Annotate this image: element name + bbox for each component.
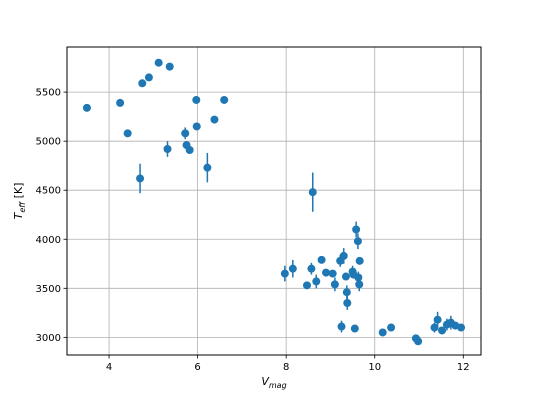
data-point [116,98,125,107]
data-point [330,280,339,289]
data-point [355,256,364,265]
y-tick-label: 5000 [36,137,61,148]
y-tick-label: 5500 [36,88,61,99]
data-point [138,79,147,88]
y-tick-label: 3000 [36,333,61,344]
data-point [339,251,348,260]
data-point [337,322,346,331]
data-point [136,174,145,183]
y-tick-label: 3500 [36,284,61,295]
data-point [302,281,311,290]
x-axis-label-sub: mag [269,381,287,390]
data-point [354,273,363,282]
data-point [343,299,352,308]
data-point [353,237,362,246]
y-axis-label: Teff [K] [12,183,27,220]
data-point [350,324,359,333]
data-point [312,277,321,286]
x-tick-label: 4 [106,362,112,373]
data-point [433,315,442,324]
y-tick-label: 4500 [36,186,61,197]
data-point [192,122,201,131]
data-point [387,323,396,332]
data-point [308,188,317,197]
data-point [220,95,229,104]
data-point [328,269,337,278]
plot-frame [66,46,482,356]
data-point [123,129,132,138]
data-point [82,103,91,112]
x-tick-label: 6 [194,362,200,373]
x-tick-label: 10 [368,362,381,373]
data-point [355,280,364,289]
data-point [288,264,297,273]
data-point [342,288,351,297]
x-tick-label: 12 [457,362,470,373]
data-point [165,62,174,71]
data-point [192,95,201,104]
data-point [307,264,316,273]
data-point [378,328,387,337]
data-point [322,268,331,277]
data-point [210,115,219,124]
data-point [414,337,423,346]
data-point [430,323,439,332]
data-point [144,73,153,82]
data-point [280,269,289,278]
y-axis-label-suffix: [K] [12,183,25,202]
ticks-layer: 4 6 8 10 12 3000 3500 4000 4500 5000 5500 [36,88,470,373]
data-point [163,145,172,154]
data-point [317,255,326,264]
x-tick-label: 8 [283,362,289,373]
data-point [203,163,212,172]
y-tick-label: 4000 [36,235,61,246]
x-axis-label: Vmag [261,375,286,390]
x-axis-label-main: V [261,375,270,388]
data-point [457,323,466,332]
data-point [438,326,447,335]
data-point [185,145,194,154]
data-point [352,225,361,234]
y-axis-label-main: T [12,211,25,219]
data-point [341,272,350,281]
y-axis-label-sub: eff [18,201,27,213]
data-points-layer [82,58,466,346]
data-point [181,129,190,138]
data-point [154,58,163,67]
